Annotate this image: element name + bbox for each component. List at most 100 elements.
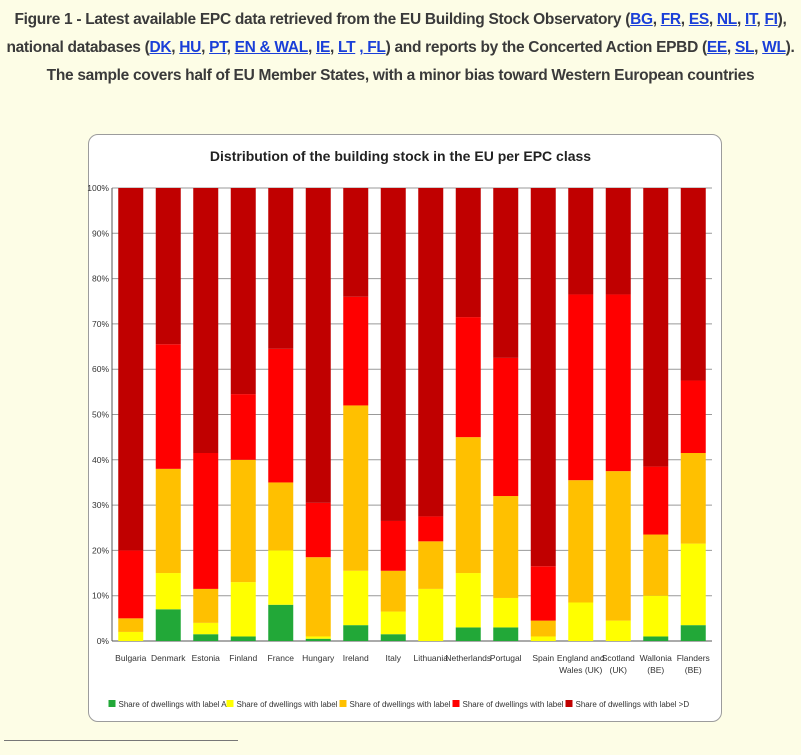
bar-12-series-3 (568, 294, 594, 481)
bar-12-series-4 (568, 188, 594, 295)
bar-3-series-0 (230, 636, 256, 641)
caption-link-dk[interactable]: DK (149, 39, 172, 56)
bar-8-series-2 (418, 541, 444, 589)
x-tick-label: (BE) (685, 665, 702, 675)
bar-9-series-3 (455, 317, 481, 438)
y-tick-label: 80% (92, 274, 109, 284)
caption-link-hu[interactable]: HU (179, 39, 202, 56)
bar-5-series-3 (305, 502, 331, 558)
chart-title: Distribution of the building stock in th… (209, 148, 592, 164)
bar-9-series-0 (455, 627, 481, 641)
x-tick-label: Netherlands (445, 653, 491, 663)
y-tick-label: 100% (87, 183, 109, 193)
bar-14-series-3 (643, 466, 669, 535)
bar-6-series-1 (343, 570, 369, 626)
bar-10-series-2 (493, 496, 519, 598)
bar-14-series-4 (643, 188, 669, 467)
caption-link-ie[interactable]: IE (315, 39, 331, 56)
caption-text-post: ). The sample covers half of EU Member S… (46, 39, 795, 84)
bar-4-series-3 (268, 348, 294, 483)
bar-4-series-1 (268, 550, 294, 605)
x-tick-label: Denmark (151, 653, 186, 663)
caption-link-en-wal[interactable]: EN & WAL (234, 39, 309, 56)
bar-4-series-4 (268, 188, 294, 349)
legend-swatch (339, 700, 347, 707)
bar-5-series-4 (305, 188, 331, 503)
x-tick-label: Italy (385, 653, 401, 663)
bar-1-series-4 (155, 188, 181, 345)
x-tick-label: Ireland (343, 653, 369, 663)
x-tick-label: Lithuania (413, 653, 448, 663)
caption-link-it[interactable]: IT (744, 11, 757, 28)
bar-11-series-2 (530, 620, 556, 637)
caption-link-bg[interactable]: BG (630, 11, 653, 28)
bar-8-series-4 (418, 188, 444, 517)
bar-0-series-1 (118, 631, 144, 641)
legend-label: Share of dwellings with label >D (576, 700, 690, 709)
caption-link-lt[interactable]: LT (338, 39, 356, 56)
x-tick-label: (UK) (610, 665, 628, 675)
caption-link-fl[interactable]: , FL (359, 39, 386, 56)
bar-12-series-2 (568, 480, 594, 603)
bar-11-series-1 (530, 636, 556, 641)
bar-6-series-3 (343, 296, 369, 406)
x-tick-label: Spain (532, 653, 554, 663)
bar-5-series-1 (305, 636, 331, 639)
x-tick-label: Portugal (490, 653, 522, 663)
bar-2-series-4 (193, 188, 219, 454)
bar-9-series-4 (455, 188, 481, 318)
caption-link-nl[interactable]: NL (716, 11, 737, 28)
bar-7-series-0 (380, 634, 406, 641)
legend-label: Share of dwellings with label C (350, 700, 459, 709)
bar-4-series-0 (268, 604, 294, 641)
legend-label: Share of dwellings with label B (237, 700, 346, 709)
x-tick-label: Hungary (302, 653, 335, 663)
y-tick-label: 10% (92, 591, 109, 601)
legend-swatch (108, 700, 116, 707)
x-tick-label: England and (557, 653, 605, 663)
bar-1-series-0 (155, 609, 181, 641)
bar-14-series-0 (643, 636, 669, 641)
caption-link-pt[interactable]: PT (209, 39, 227, 56)
bar-10-series-3 (493, 357, 519, 497)
x-tick-label: Scotland (602, 653, 635, 663)
bar-4-series-2 (268, 482, 294, 551)
caption-link-wl[interactable]: WL (762, 39, 786, 56)
bar-15-series-1 (680, 543, 706, 626)
bar-2-series-1 (193, 622, 219, 635)
legend-swatch (452, 700, 460, 707)
bar-8-series-1 (418, 588, 444, 641)
caption-text-pre: Figure 1 - Latest available EPC data ret… (14, 11, 631, 28)
bar-13-series-3 (605, 294, 631, 472)
x-tick-label: Flanders (677, 653, 710, 663)
bar-15-series-3 (680, 380, 706, 454)
bar-8-series-3 (418, 516, 444, 542)
bar-7-series-2 (380, 570, 406, 612)
caption-link-sl[interactable]: SL (734, 39, 755, 56)
caption-link-ee[interactable]: EE (706, 39, 727, 56)
bar-14-series-2 (643, 534, 669, 596)
caption-text-mid1: ), national databases ( (6, 11, 787, 56)
bar-10-series-1 (493, 597, 519, 628)
x-tick-label: Bulgaria (115, 653, 146, 663)
bar-10-series-4 (493, 188, 519, 358)
bar-13-series-1 (605, 620, 631, 641)
x-tick-label: Wales (UK) (559, 665, 602, 675)
y-tick-label: 40% (92, 455, 109, 465)
bar-15-series-0 (680, 625, 706, 641)
caption-link-es[interactable]: ES (688, 11, 709, 28)
caption-text-mid2: ) and reports by the Concerted Action EP… (385, 39, 708, 56)
footer-divider (4, 740, 238, 741)
bar-1-series-1 (155, 573, 181, 610)
bar-3-series-2 (230, 459, 256, 583)
caption-link-fr[interactable]: FR (660, 11, 681, 28)
bar-0-series-4 (118, 188, 144, 551)
bar-3-series-1 (230, 582, 256, 637)
bar-0-series-2 (118, 618, 144, 632)
bar-2-series-2 (193, 588, 219, 623)
bar-11-series-4 (530, 188, 556, 567)
bar-14-series-1 (643, 595, 669, 637)
bar-3-series-4 (230, 188, 256, 395)
caption-link-fi[interactable]: FI (764, 11, 778, 28)
x-tick-label: Wallonia (640, 653, 673, 663)
